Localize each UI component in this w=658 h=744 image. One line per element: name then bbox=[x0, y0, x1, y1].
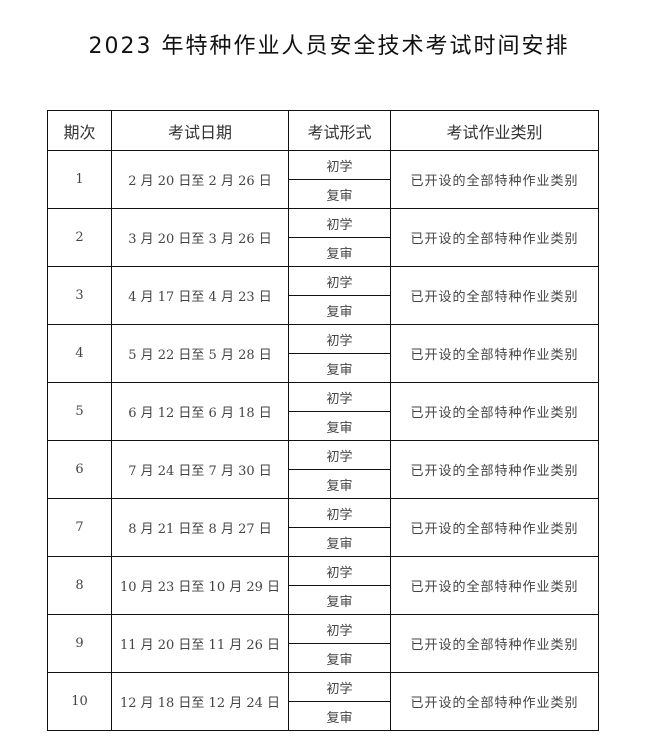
header-category: 考试作业类别 bbox=[390, 110, 599, 151]
form-cell-review: 复审 bbox=[288, 179, 391, 209]
period-cell: 3 bbox=[47, 266, 112, 325]
period-cell: 2 bbox=[47, 208, 112, 267]
category-cell: 已开设的全部特种作业类别 bbox=[390, 614, 599, 673]
table-header-row: 期次 考试日期 考试形式 考试作业类别 bbox=[47, 110, 599, 151]
date-cell: 4 月 17 日至 4 月 23 日 bbox=[111, 266, 289, 325]
table-subrow: 复审 bbox=[48, 353, 599, 383]
category-cell: 已开设的全部特种作业类别 bbox=[390, 498, 599, 557]
period-cell: 7 bbox=[47, 498, 112, 557]
category-cell: 已开设的全部特种作业类别 bbox=[390, 556, 599, 615]
form-cell-review: 复审 bbox=[288, 643, 391, 673]
table-row: 6 7 月 24 日至 7 月 30 日 初学 已开设的全部特种作业类别 bbox=[47, 440, 599, 499]
category-cell: 已开设的全部特种作业类别 bbox=[390, 440, 599, 499]
category-cell: 已开设的全部特种作业类别 bbox=[390, 672, 599, 731]
header-period: 期次 bbox=[47, 110, 112, 151]
form-cell-initial: 初学 bbox=[288, 440, 391, 470]
table-row: 1 2 月 20 日至 2 月 26 日 初学 已开设的全部特种作业类别 bbox=[47, 150, 599, 209]
table-subrow: 复审 bbox=[48, 701, 599, 731]
date-cell: 8 月 21 日至 8 月 27 日 bbox=[111, 498, 289, 557]
form-cell-review: 复审 bbox=[288, 585, 391, 615]
table-subrow: 复审 bbox=[48, 585, 599, 615]
exam-schedule-table: 期次 考试日期 考试形式 考试作业类别 1 2 月 20 日至 2 月 26 日… bbox=[47, 110, 599, 731]
category-cell: 已开设的全部特种作业类别 bbox=[390, 150, 599, 209]
period-cell: 4 bbox=[47, 324, 112, 383]
form-cell-initial: 初学 bbox=[288, 208, 391, 238]
date-cell: 11 月 20 日至 11 月 26 日 bbox=[111, 614, 289, 673]
period-cell: 6 bbox=[47, 440, 112, 499]
date-cell: 6 月 12 日至 6 月 18 日 bbox=[111, 382, 289, 441]
table-subrow: 复审 bbox=[48, 527, 599, 557]
form-cell-initial: 初学 bbox=[288, 498, 391, 528]
table-subrow: 复审 bbox=[48, 643, 599, 673]
form-cell-initial: 初学 bbox=[288, 556, 391, 586]
date-cell: 7 月 24 日至 7 月 30 日 bbox=[111, 440, 289, 499]
form-cell-review: 复审 bbox=[288, 527, 391, 557]
date-cell: 2 月 20 日至 2 月 26 日 bbox=[111, 150, 289, 209]
page-title: 2023 年特种作业人员安全技术考试时间安排 bbox=[88, 34, 570, 59]
header-date: 考试日期 bbox=[111, 110, 289, 151]
period-cell: 8 bbox=[47, 556, 112, 615]
category-cell: 已开设的全部特种作业类别 bbox=[390, 324, 599, 383]
table-row: 10 12 月 18 日至 12 月 24 日 初学 已开设的全部特种作业类别 bbox=[47, 672, 599, 731]
table-row: 4 5 月 22 日至 5 月 28 日 初学 已开设的全部特种作业类别 bbox=[47, 324, 599, 383]
form-cell-review: 复审 bbox=[288, 353, 391, 383]
form-cell-initial: 初学 bbox=[288, 614, 391, 644]
form-cell-initial: 初学 bbox=[288, 150, 391, 180]
form-cell-review: 复审 bbox=[288, 237, 391, 267]
form-cell-initial: 初学 bbox=[288, 266, 391, 296]
period-cell: 5 bbox=[47, 382, 112, 441]
header-form: 考试形式 bbox=[288, 110, 391, 151]
table-row: 8 10 月 23 日至 10 月 29 日 初学 已开设的全部特种作业类别 bbox=[47, 556, 599, 615]
table-subrow: 复审 bbox=[48, 469, 599, 499]
period-cell: 10 bbox=[47, 672, 112, 731]
date-cell: 10 月 23 日至 10 月 29 日 bbox=[111, 556, 289, 615]
date-cell: 12 月 18 日至 12 月 24 日 bbox=[111, 672, 289, 731]
table-row: 9 11 月 20 日至 11 月 26 日 初学 已开设的全部特种作业类别 bbox=[47, 614, 599, 673]
category-cell: 已开设的全部特种作业类别 bbox=[390, 266, 599, 325]
table-row: 7 8 月 21 日至 8 月 27 日 初学 已开设的全部特种作业类别 bbox=[47, 498, 599, 557]
form-cell-initial: 初学 bbox=[288, 324, 391, 354]
table-subrow: 复审 bbox=[48, 179, 599, 209]
category-cell: 已开设的全部特种作业类别 bbox=[390, 382, 599, 441]
table-body: 1 2 月 20 日至 2 月 26 日 初学 已开设的全部特种作业类别 复审 … bbox=[47, 150, 599, 731]
table-subrow: 复审 bbox=[48, 237, 599, 267]
date-cell: 5 月 22 日至 5 月 28 日 bbox=[111, 324, 289, 383]
period-cell: 9 bbox=[47, 614, 112, 673]
form-cell-review: 复审 bbox=[288, 469, 391, 499]
form-cell-initial: 初学 bbox=[288, 672, 391, 702]
table-row: 5 6 月 12 日至 6 月 18 日 初学 已开设的全部特种作业类别 bbox=[47, 382, 599, 441]
period-cell: 1 bbox=[47, 150, 112, 209]
form-cell-review: 复审 bbox=[288, 411, 391, 441]
category-cell: 已开设的全部特种作业类别 bbox=[390, 208, 599, 267]
table-subrow: 复审 bbox=[48, 411, 599, 441]
form-cell-review: 复审 bbox=[288, 295, 391, 325]
table-row: 2 3 月 20 日至 3 月 26 日 初学 已开设的全部特种作业类别 bbox=[47, 208, 599, 267]
form-cell-initial: 初学 bbox=[288, 382, 391, 412]
date-cell: 3 月 20 日至 3 月 26 日 bbox=[111, 208, 289, 267]
table-row: 3 4 月 17 日至 4 月 23 日 初学 已开设的全部特种作业类别 bbox=[47, 266, 599, 325]
form-cell-review: 复审 bbox=[288, 701, 391, 731]
